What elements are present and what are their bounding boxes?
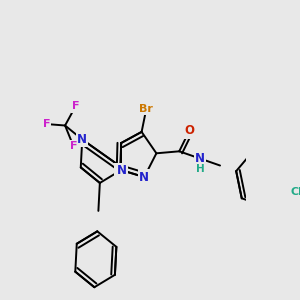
- Text: N: N: [195, 152, 205, 165]
- Text: N: N: [117, 164, 127, 177]
- Text: N: N: [116, 164, 125, 177]
- Text: F: F: [70, 141, 77, 151]
- Text: F: F: [43, 119, 50, 129]
- Text: O: O: [184, 124, 194, 137]
- Text: Cl: Cl: [291, 187, 300, 197]
- Text: N: N: [139, 171, 149, 184]
- Text: Br: Br: [140, 104, 153, 114]
- Text: N: N: [77, 133, 87, 146]
- Text: F: F: [72, 101, 79, 111]
- Text: H: H: [196, 164, 205, 174]
